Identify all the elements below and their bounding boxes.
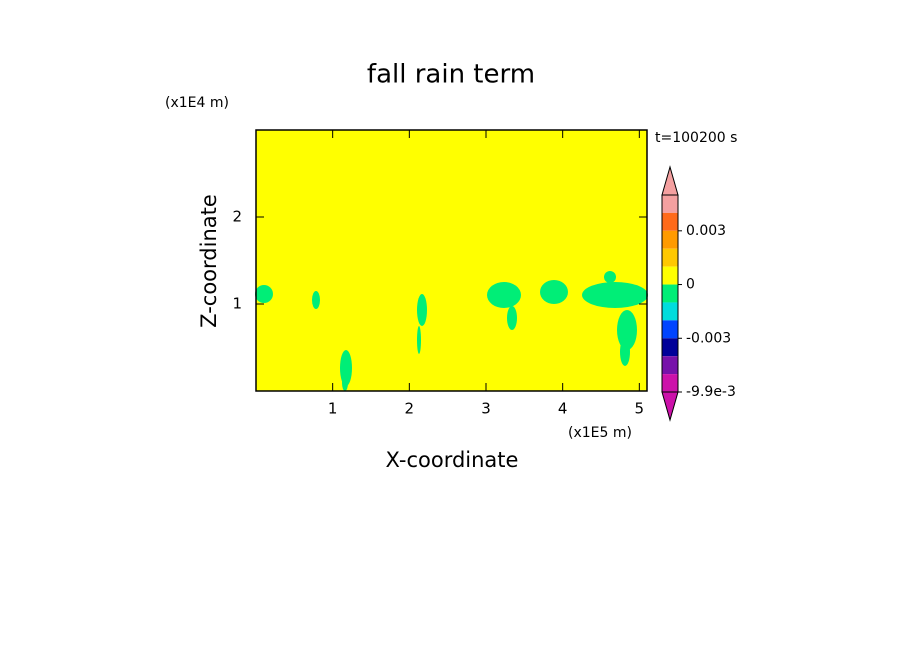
colorbar-extension bbox=[661, 391, 679, 422]
rain-region bbox=[620, 338, 630, 366]
rain-region bbox=[312, 291, 320, 309]
colorbar-tick-label: -0.003 bbox=[686, 330, 731, 346]
x-tick-label: 3 bbox=[481, 400, 491, 418]
colorbar-segment bbox=[662, 248, 678, 267]
x-tick-label: 5 bbox=[635, 400, 645, 418]
y-tick-label: 1 bbox=[232, 295, 242, 313]
colorbar-segment bbox=[662, 374, 678, 392]
x-tick-label: 4 bbox=[558, 400, 568, 418]
field-background bbox=[256, 130, 647, 391]
colorbar-tick-label: 0 bbox=[686, 277, 695, 293]
chart-title: fall rain term bbox=[367, 60, 535, 90]
colorbar-extension bbox=[661, 165, 679, 196]
colorbar-segment bbox=[662, 356, 678, 375]
colorbar-segment bbox=[662, 230, 678, 249]
colorbar-segment bbox=[662, 338, 678, 357]
x-tick-label: 1 bbox=[328, 400, 338, 418]
rain-region bbox=[342, 375, 348, 391]
colorbar-segment bbox=[662, 284, 678, 303]
rain-region bbox=[540, 280, 568, 304]
rain-region bbox=[604, 271, 616, 283]
rain-region bbox=[255, 285, 273, 303]
colorbar-segment bbox=[662, 195, 678, 213]
colorbar-segment bbox=[662, 320, 678, 339]
colorbar-segment bbox=[662, 212, 678, 231]
field bbox=[255, 130, 648, 391]
y-tick-label: 2 bbox=[232, 208, 242, 226]
plot-frame bbox=[255, 129, 648, 392]
x-axis-label: X-coordinate bbox=[386, 448, 519, 472]
rain-region bbox=[340, 350, 352, 386]
x-tick-label: 2 bbox=[405, 400, 415, 418]
rain-region bbox=[582, 282, 648, 308]
y-unit: (x1E4 m) bbox=[165, 95, 229, 111]
y-axis-label: Z-coordinate bbox=[197, 194, 221, 328]
rain-region bbox=[617, 310, 637, 350]
colorbar-frame bbox=[661, 194, 679, 393]
colorbar-tick-label: 0.003 bbox=[686, 223, 726, 239]
colorbar-segment bbox=[662, 266, 678, 285]
time-annotation: t=100200 s bbox=[655, 130, 737, 146]
x-unit: (x1E5 m) bbox=[568, 425, 632, 441]
rain-region bbox=[487, 282, 521, 308]
rain-region bbox=[417, 294, 427, 326]
colorbar-tick-label: -9.9e-3 bbox=[686, 384, 736, 400]
colorbar-segment bbox=[662, 302, 678, 321]
rain-region bbox=[417, 326, 421, 354]
rain-region bbox=[507, 306, 517, 330]
